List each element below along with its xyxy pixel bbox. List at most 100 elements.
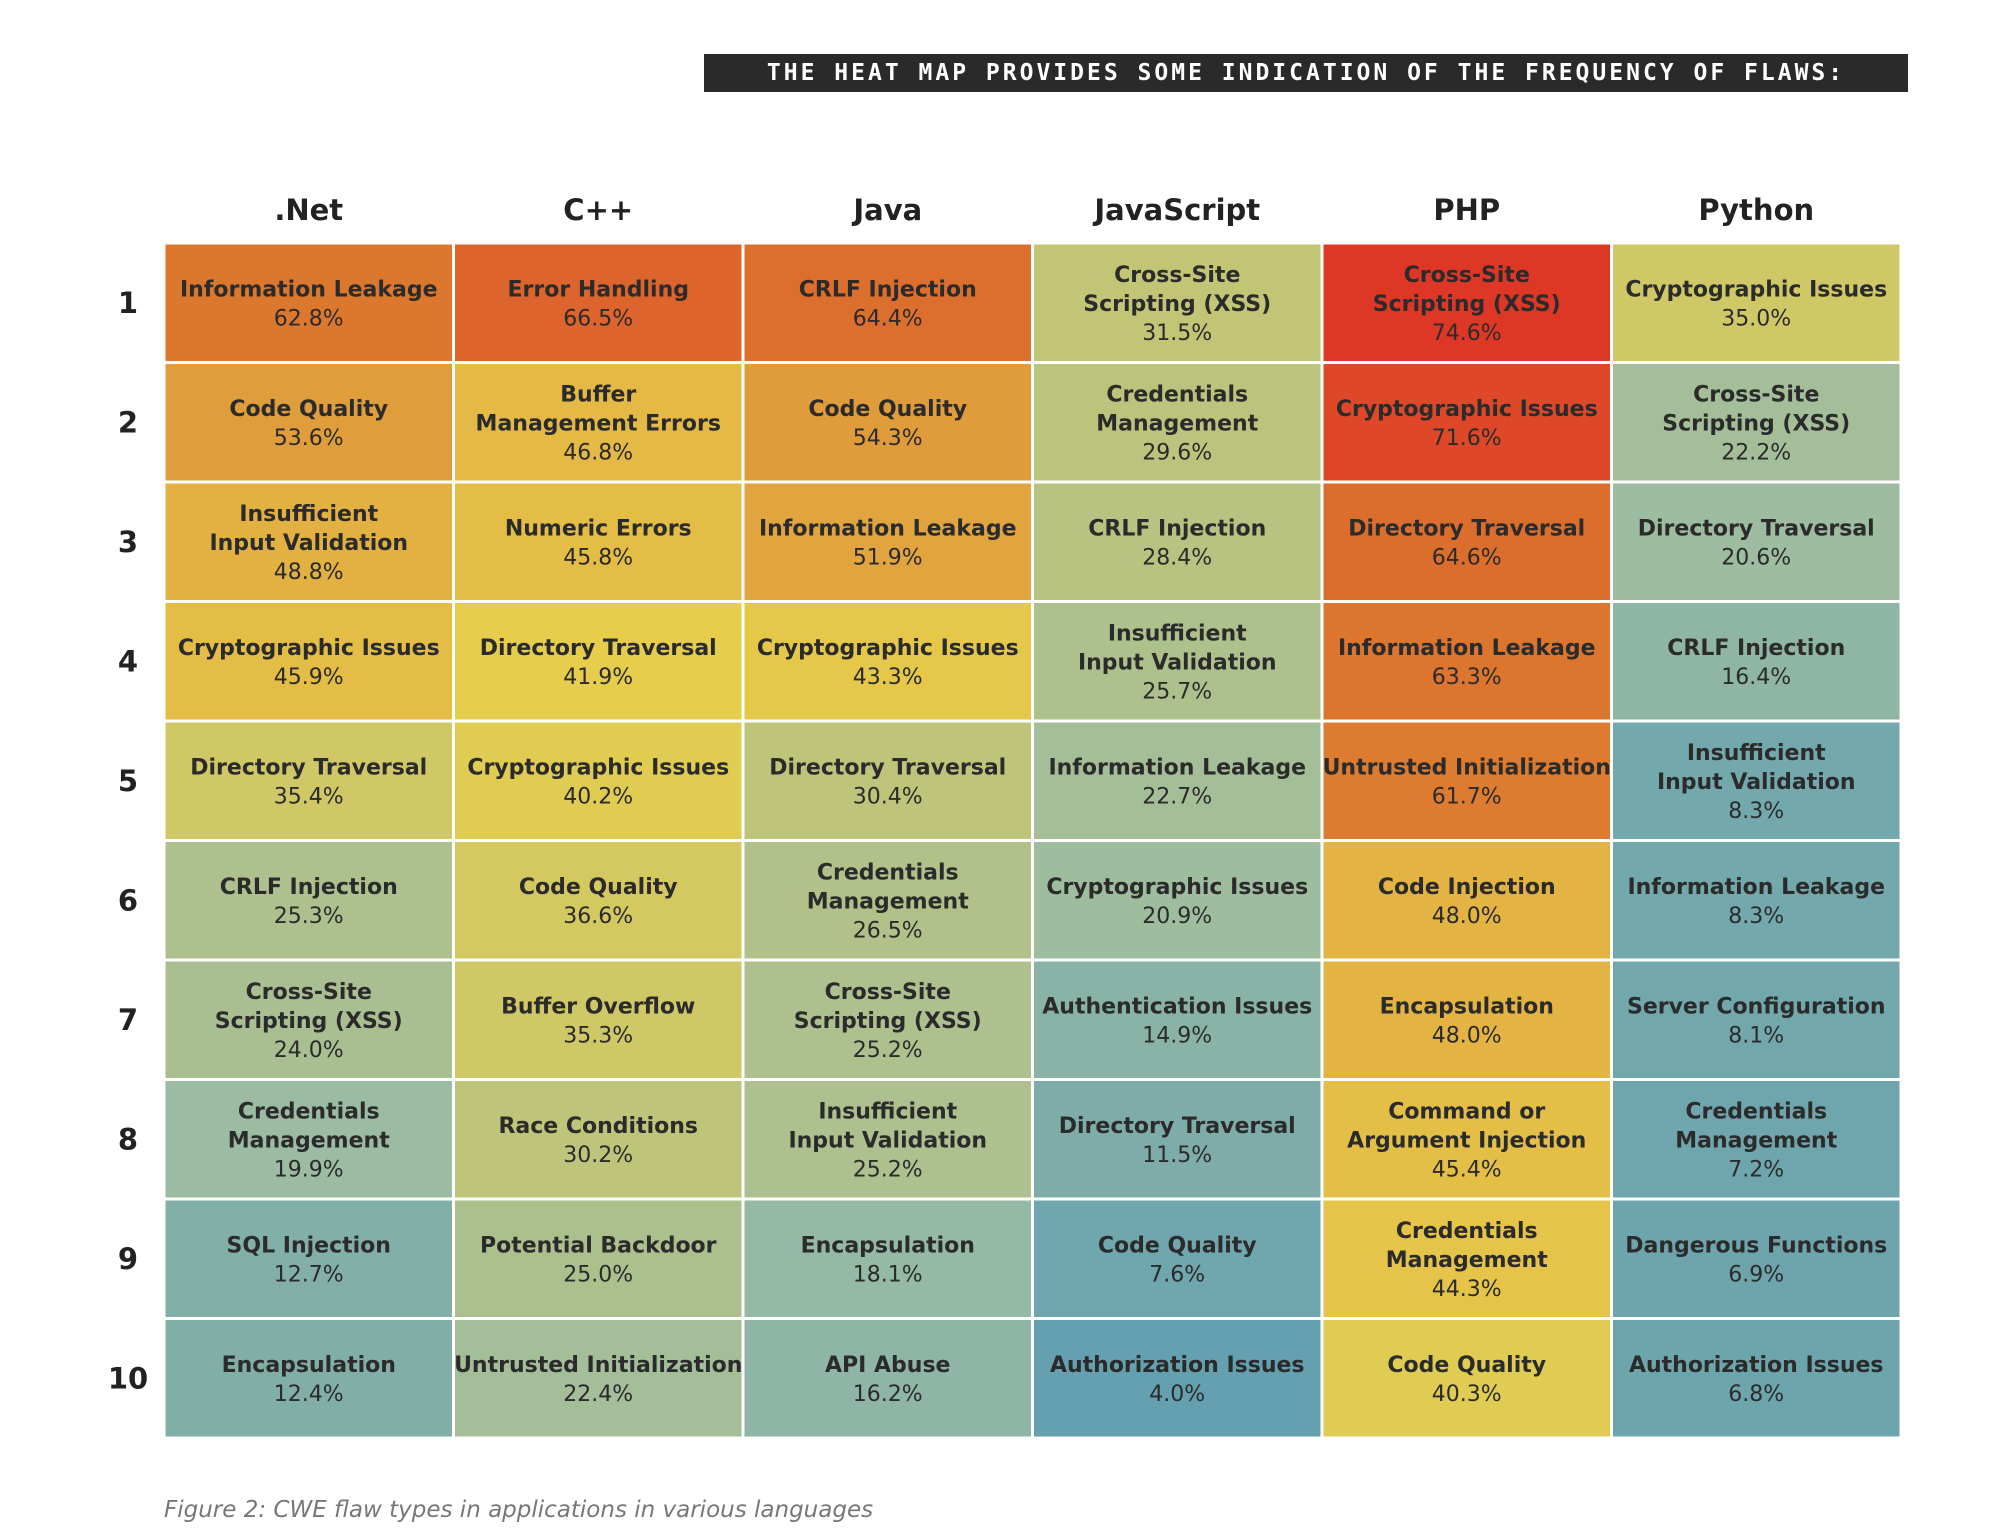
heatmap-cell: Directory Traversal 20.6% <box>1613 483 1900 600</box>
cell-value-label: 74.6% <box>1432 321 1502 346</box>
cell-flaw-label: Cross-Site <box>1693 382 1819 407</box>
row-rank-label: 8 <box>118 1122 138 1156</box>
cell-background <box>1613 244 1900 361</box>
row-rank-label: 9 <box>118 1242 138 1276</box>
cell-background <box>744 842 1031 959</box>
cell-background <box>455 244 742 361</box>
heatmap-cell: Information Leakage 51.9% <box>744 483 1031 600</box>
cell-flaw-label: Cross-Site <box>1404 263 1530 288</box>
cell-flaw-label: Credentials <box>1685 1099 1827 1124</box>
cell-value-label: 66.5% <box>563 306 633 331</box>
cell-flaw-label: Directory Traversal <box>1059 1114 1296 1139</box>
cell-flaw-label: Potential Backdoor <box>480 1233 717 1258</box>
cell-value-label: 63.3% <box>1432 665 1502 690</box>
cell-flaw-label: Information Leakage <box>1627 875 1885 900</box>
heatmap-cell: Code Quality 7.6% <box>1034 1200 1321 1317</box>
cell-value-label: 19.9% <box>274 1157 344 1182</box>
cell-flaw-label: CRLF Injection <box>1667 636 1845 661</box>
cell-value-label: 48.0% <box>1432 904 1502 929</box>
heatmap-cell: SQL Injection 12.7% <box>165 1200 452 1317</box>
cell-background <box>1323 244 1610 361</box>
cell-value-label: 8.1% <box>1728 1023 1784 1048</box>
cell-flaw-label: Buffer Overflow <box>501 994 695 1019</box>
cell-background <box>165 603 452 720</box>
heatmap-cell: Cryptographic Issues 35.0% <box>1613 244 1900 361</box>
cell-value-label: 29.6% <box>1142 440 1212 465</box>
cell-background <box>165 483 452 600</box>
cell-value-label: 44.3% <box>1432 1277 1502 1302</box>
cell-value-label: 71.6% <box>1432 426 1502 451</box>
row-rank-label: 2 <box>118 405 138 439</box>
cell-background <box>1613 364 1900 481</box>
cell-value-label: 61.7% <box>1432 784 1502 809</box>
row-rank-label: 3 <box>118 525 138 559</box>
cell-background <box>1613 1081 1900 1198</box>
heatmap-cell: Numeric Errors 45.8% <box>455 483 742 600</box>
heatmap-cell: Encapsulation 48.0% <box>1323 961 1610 1078</box>
heatmap-cell: Authorization Issues 4.0% <box>1034 1320 1321 1437</box>
cell-value-label: 25.3% <box>274 904 344 929</box>
heatmap-cell: CRLF Injection 64.4% <box>744 244 1031 361</box>
cell-background <box>1034 842 1321 959</box>
heatmap-cell: Credentials Management 19.9% <box>165 1081 452 1198</box>
cell-flaw-label: Scripting (XSS) <box>1083 292 1271 317</box>
heatmap-cell: API Abuse 16.2% <box>744 1320 1031 1437</box>
cell-flaw-label: Cryptographic Issues <box>757 636 1019 661</box>
row-rank-label: 4 <box>118 644 138 678</box>
cell-background <box>1323 961 1610 1078</box>
cell-background <box>744 1320 1031 1437</box>
cell-value-label: 24.0% <box>274 1038 344 1063</box>
column-header: PHP <box>1433 193 1500 227</box>
cell-background <box>1613 1200 1900 1317</box>
cell-value-label: 62.8% <box>274 306 344 331</box>
cell-background <box>455 1200 742 1317</box>
heatmap-cell: Potential Backdoor 25.0% <box>455 1200 742 1317</box>
heatmap-cell: CRLF Injection 28.4% <box>1034 483 1321 600</box>
cell-value-label: 18.1% <box>853 1262 923 1287</box>
cell-background <box>1034 722 1321 839</box>
cell-flaw-label: Cross-Site <box>1114 263 1240 288</box>
cell-background <box>744 244 1031 361</box>
cell-flaw-label: Management Errors <box>476 411 721 436</box>
cell-flaw-label: CRLF Injection <box>1088 516 1266 541</box>
row-rank-label: 1 <box>118 286 138 320</box>
row-rank-label: 7 <box>118 1003 138 1037</box>
cell-background <box>455 603 742 720</box>
cell-value-label: 40.2% <box>563 784 633 809</box>
heatmap-cell: Untrusted Initialization 22.4% <box>454 1320 742 1437</box>
cell-background <box>1323 1200 1610 1317</box>
cell-flaw-label: Cross-Site <box>825 980 951 1005</box>
cell-flaw-label: Scripting (XSS) <box>1662 411 1850 436</box>
cell-value-label: 45.4% <box>1432 1157 1502 1182</box>
cell-background <box>1034 244 1321 361</box>
cell-flaw-label: Management <box>1675 1128 1837 1153</box>
heatmap-cell: Cryptographic Issues 40.2% <box>455 722 742 839</box>
heatmap-cell: Code Quality 36.6% <box>455 842 742 959</box>
heatmap-cell: Dangerous Functions 6.9% <box>1613 1200 1900 1317</box>
column-header: .Net <box>274 193 343 227</box>
cell-flaw-label: Management <box>228 1128 390 1153</box>
heatmap-cell: Untrusted Initialization 61.7% <box>1323 722 1611 839</box>
heatmap-cell: Directory Traversal 41.9% <box>455 603 742 720</box>
cell-flaw-label: Cryptographic Issues <box>467 755 729 780</box>
heatmap-cell: Command or Argument Injection 45.4% <box>1323 1081 1610 1198</box>
cell-flaw-label: Authorization Issues <box>1050 1353 1305 1378</box>
heatmap-cell: Code Quality 53.6% <box>165 364 452 481</box>
cell-background <box>165 842 452 959</box>
heatmap-cell: Cross-Site Scripting (XSS) 22.2% <box>1613 364 1900 481</box>
column-header: C++ <box>563 193 633 227</box>
heatmap-cell: CRLF Injection 16.4% <box>1613 603 1900 720</box>
cell-value-label: 20.9% <box>1142 904 1212 929</box>
cell-flaw-label: SQL Injection <box>227 1233 391 1258</box>
cell-value-label: 22.7% <box>1142 784 1212 809</box>
cell-background <box>1613 483 1900 600</box>
cell-background <box>1323 364 1610 481</box>
cell-value-label: 41.9% <box>563 665 633 690</box>
cell-background <box>1323 1081 1610 1198</box>
cell-flaw-label: Authentication Issues <box>1042 994 1312 1019</box>
heatmap-cell: Information Leakage 22.7% <box>1034 722 1321 839</box>
heatmap-cell: Authorization Issues 6.8% <box>1613 1320 1900 1437</box>
cell-flaw-label: Server Configuration <box>1627 994 1886 1019</box>
cell-background <box>744 603 1031 720</box>
cell-flaw-label: Information Leakage <box>759 516 1017 541</box>
